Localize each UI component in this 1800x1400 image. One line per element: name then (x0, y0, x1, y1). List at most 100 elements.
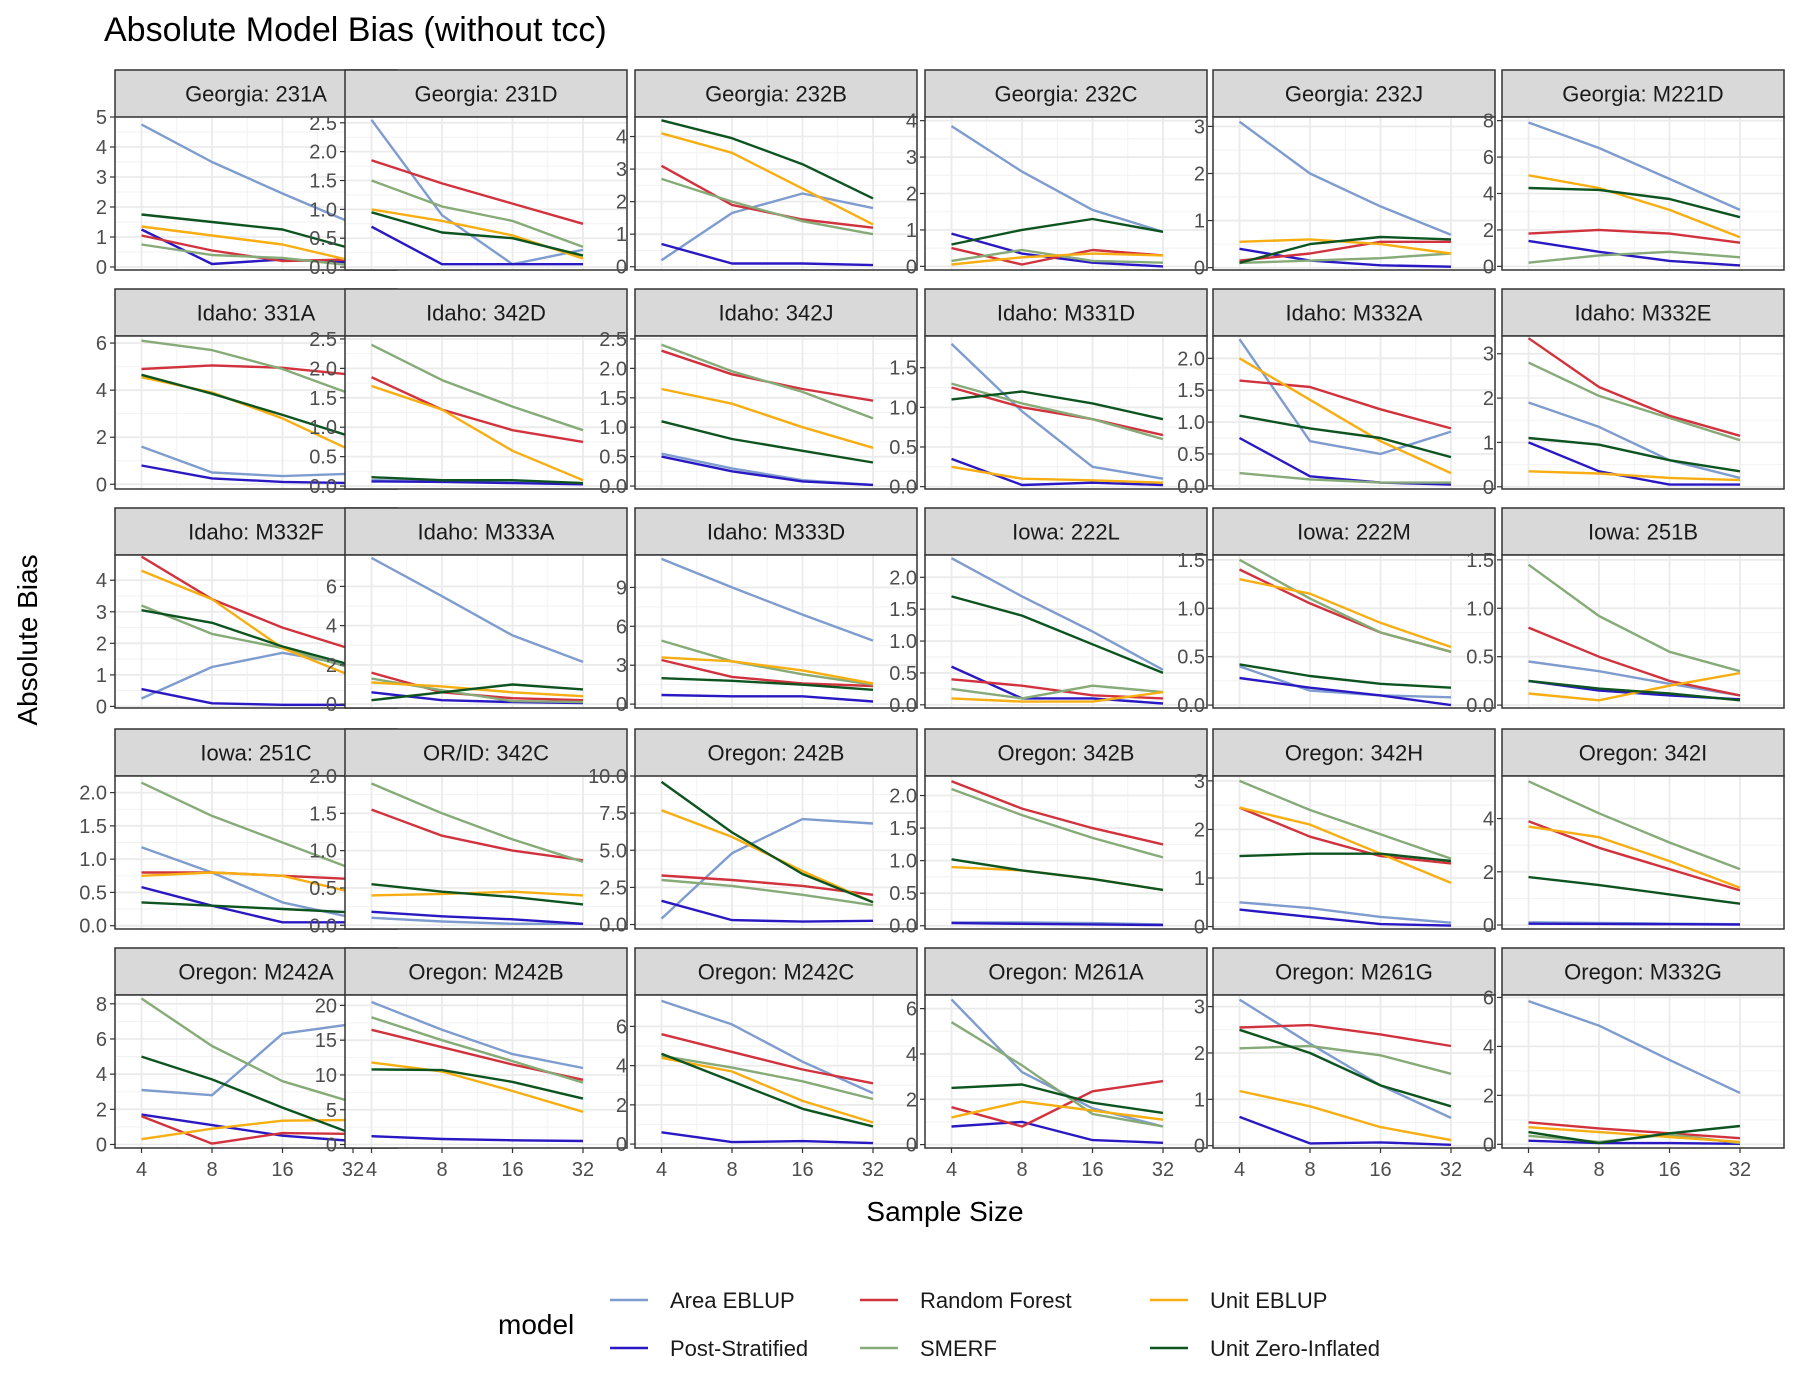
facet-panel-georgia-232b: Georgia: 232B 0 1 2 3 4 (616, 69, 918, 279)
y-tick-label: 0 (906, 1135, 917, 1157)
series-line-unit-eblup (371, 384, 584, 482)
series-line-unit-eblup (141, 569, 354, 678)
panel-border (634, 554, 918, 709)
series-line-unit-eblup (661, 1056, 874, 1124)
y-tick-label: 2 (96, 197, 107, 219)
facet-strip-label: Georgia: 231D (414, 82, 557, 107)
y-tick-label: 0 (616, 257, 627, 279)
facet-strip-label: Iowa: 251B (1588, 520, 1698, 545)
series-line-random-forest (1528, 626, 1741, 697)
plot-area (635, 776, 917, 929)
series-line-smerf (141, 243, 354, 267)
facet-strip (344, 507, 628, 556)
panel-border (924, 116, 1208, 271)
series-line-unit-zero-inflated (951, 1083, 1164, 1115)
legend-item-smerf: SMERF (860, 1336, 997, 1361)
series-line-unit-zero-inflated (141, 901, 354, 914)
series-line-unit-zero-inflated (1239, 852, 1452, 863)
y-tick-label: 4 (96, 380, 107, 402)
series-line-unit-eblup (661, 387, 874, 449)
plot-area (925, 776, 1207, 929)
panel-border (344, 116, 628, 271)
facet-strip (634, 728, 918, 777)
series-line-unit-eblup (1239, 806, 1452, 885)
facet-panel-oregon-m261g: Oregon: M261G 0 1 2 3 4 8 16 32 (1194, 947, 1496, 1181)
series-line-random-forest (371, 159, 584, 225)
series-line-area-eblup (370, 556, 584, 664)
y-tick-label: 3 (616, 159, 627, 181)
series-line-post-stratified (371, 910, 584, 925)
series-line-post-stratified (141, 464, 354, 485)
series-line-area-eblup (1239, 901, 1452, 924)
series-line-smerf (371, 1016, 584, 1084)
facet-strip (344, 288, 628, 337)
y-tick-label: 2.0 (79, 783, 107, 805)
plot-area (635, 117, 917, 270)
series-line-unit-eblup (371, 890, 584, 897)
facet-panel-oregon-m242c: Oregon: M242C 0 2 4 6 4 8 16 32 (616, 947, 918, 1181)
y-tick-label: 2 (906, 184, 917, 206)
legend-item-unit-eblup: Unit EBLUP (1150, 1288, 1327, 1313)
series-line-post-stratified (661, 242, 874, 267)
panel-border (924, 994, 1208, 1149)
series-line-random-forest (141, 1115, 354, 1145)
series-line-area-eblup (371, 916, 583, 925)
facet-strip-label: Georgia: 232C (994, 82, 1137, 107)
facet-strip-label: Idaho: M332A (1286, 301, 1423, 326)
legend-item-unit-zero-inflated: Unit Zero-Inflated (1150, 1336, 1380, 1361)
panel-border (634, 994, 918, 1149)
facet-panel-oregon-342b: Oregon: 342B 0.0 0.5 1.0 1.5 2.0 (889, 728, 1208, 938)
y-tick-label: 2.0 (309, 358, 337, 380)
plot-area (345, 995, 627, 1148)
y-tick-label: 3 (96, 167, 107, 189)
series-line-unit-zero-inflated (661, 420, 874, 464)
x-tick-label: 8 (436, 1159, 447, 1181)
legend-title: model (498, 1309, 574, 1340)
panel-border (344, 775, 628, 930)
facet-strip-label: Oregon: 242B (708, 741, 845, 766)
facet-strip-label: Oregon: M242A (178, 960, 334, 985)
y-tick-label: 2.0 (1177, 348, 1205, 370)
facet-strip-label: Idaho: 342J (719, 301, 834, 326)
series-line-unit-zero-inflated (371, 211, 584, 257)
series-line-random-forest (661, 1033, 874, 1085)
facet-panel-or-id-342c: OR/ID: 342C 0.0 0.5 1.0 1.5 2.0 (309, 728, 628, 937)
series-line-smerf (1239, 1044, 1452, 1075)
x-tick-label: 16 (1081, 1159, 1103, 1181)
plot-area (345, 776, 627, 929)
panel-border (1212, 994, 1496, 1149)
series-line-unit-zero-inflated (1528, 679, 1741, 702)
y-tick-label: 1.5 (1177, 380, 1205, 402)
facet-panel-idaho-m333a: Idaho: M333A 0 2 4 6 (326, 507, 628, 716)
series-line-random-forest (1528, 820, 1741, 892)
facet-panel-georgia-m221d: Georgia: M221D 0 2 4 6 8 (1483, 69, 1785, 278)
facet-strip-label: Idaho: M332F (188, 520, 324, 545)
series-line-area-eblup (1528, 121, 1741, 211)
x-tick-label: 8 (1016, 1159, 1027, 1181)
series-line-random-forest (661, 874, 874, 896)
series-line-smerf (140, 781, 354, 871)
y-tick-label: 6 (616, 616, 627, 638)
series-line-smerf (1527, 563, 1741, 673)
y-tick-label: 0.5 (1177, 444, 1205, 466)
facet-strip-label: Oregon: 342B (998, 741, 1135, 766)
series-line-area-eblup (1238, 338, 1452, 456)
series-line-random-forest (141, 364, 354, 376)
series-line-smerf (951, 787, 1164, 859)
plot-area (345, 555, 627, 708)
plot-area (635, 995, 917, 1148)
y-tick-label: 1 (1194, 211, 1205, 233)
legend-item-random-forest: Random Forest (860, 1288, 1072, 1313)
y-tick-label: 2 (326, 655, 337, 677)
series-line-post-stratified (370, 225, 583, 266)
series-line-smerf (1527, 361, 1741, 442)
panel-border (634, 335, 918, 490)
y-tick-label: 2.0 (309, 142, 337, 164)
y-tick-label: 2.0 (889, 786, 917, 808)
panel-border (1212, 775, 1496, 930)
y-tick-label: 0 (1194, 258, 1205, 280)
series-line-area-eblup (660, 192, 874, 262)
panel-border (924, 775, 1208, 930)
y-tick-label: 0.0 (1466, 695, 1494, 717)
y-tick-label: 1.0 (1177, 412, 1205, 434)
